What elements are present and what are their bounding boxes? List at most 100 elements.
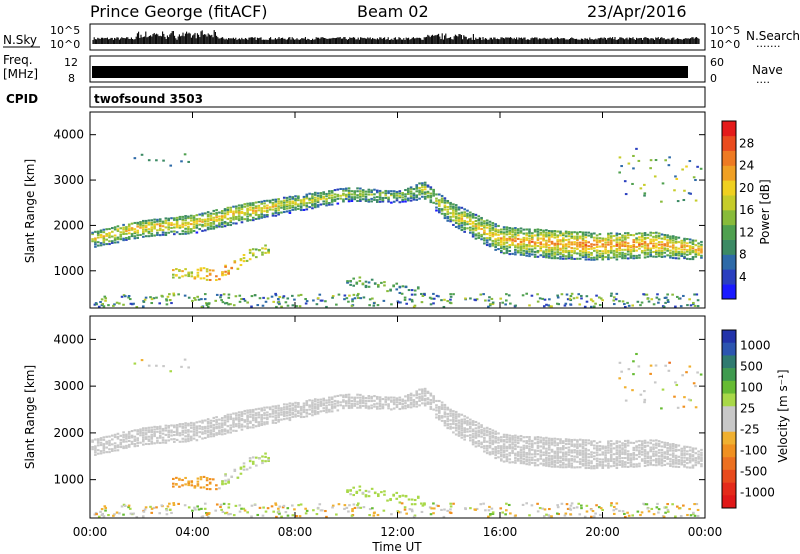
power-cell xyxy=(581,250,585,253)
power-cell xyxy=(251,252,255,255)
power-cell xyxy=(514,253,517,256)
power-cell xyxy=(638,241,641,244)
power-cell xyxy=(505,230,509,233)
power-cell xyxy=(480,233,483,236)
velocity-cell xyxy=(260,416,264,419)
power-cell xyxy=(638,256,641,259)
power-cell xyxy=(477,222,481,225)
power-cell xyxy=(406,192,410,195)
power-cell xyxy=(693,293,696,296)
power-cell xyxy=(122,226,125,229)
power-cell xyxy=(190,271,194,274)
power-cell xyxy=(550,257,554,260)
power-cell xyxy=(166,295,170,298)
velocity-cell xyxy=(285,405,289,409)
velocity-cell xyxy=(677,462,681,465)
power-cell xyxy=(304,302,308,305)
power-cell xyxy=(501,301,504,304)
velocity-cell xyxy=(274,410,278,413)
velocity-cell xyxy=(667,510,670,513)
power-cell xyxy=(178,276,181,279)
power-cell xyxy=(167,228,170,231)
power-cell xyxy=(652,244,655,247)
power-cell xyxy=(624,257,627,260)
velocity-cell xyxy=(612,462,616,465)
power-cell xyxy=(556,236,559,239)
power-cell xyxy=(683,189,686,192)
velocity-cell xyxy=(564,451,568,454)
velocity-cell xyxy=(614,507,618,511)
velocity-cell xyxy=(497,456,500,459)
velocity-cell xyxy=(384,396,388,399)
power-cell xyxy=(671,241,675,244)
power-cell xyxy=(559,252,562,255)
velocity-cell xyxy=(257,423,261,426)
velocity-cell xyxy=(666,457,669,461)
velocity-cell xyxy=(688,461,692,464)
freq-tick-bottom-left: 8 xyxy=(68,72,75,85)
velocity-cell xyxy=(398,398,402,402)
velocity-cell xyxy=(494,451,497,454)
power-cell xyxy=(342,198,345,201)
power-cell xyxy=(102,243,106,246)
velocity-cell xyxy=(116,435,120,438)
velocity-cell xyxy=(514,454,517,457)
velocity-cell xyxy=(361,404,365,407)
velocity-cell xyxy=(545,447,548,450)
power-cell xyxy=(522,240,526,243)
velocity-cell xyxy=(528,449,531,452)
power-cell xyxy=(342,200,345,203)
power-cell xyxy=(99,229,103,232)
power-cell xyxy=(528,250,531,253)
velocity-cell xyxy=(229,512,232,516)
power-cell xyxy=(592,305,596,308)
power-cell xyxy=(187,230,190,233)
velocity-cell xyxy=(214,509,218,512)
velocity-cell xyxy=(463,438,466,441)
velocity-cell xyxy=(656,502,659,505)
power-cell xyxy=(400,292,404,295)
velocity-cell xyxy=(291,413,295,416)
velocity-cell xyxy=(564,440,568,443)
power-cell xyxy=(291,202,295,205)
power-cell xyxy=(689,192,692,195)
power-cell xyxy=(564,255,568,258)
velocity-cell xyxy=(505,458,509,461)
power-cell xyxy=(404,198,407,201)
velocity-cell xyxy=(522,446,526,449)
power-cell xyxy=(361,193,365,196)
velocity-cell xyxy=(102,443,106,446)
power-cell xyxy=(192,218,196,221)
velocity-cell xyxy=(352,503,356,506)
power-cell xyxy=(539,246,543,249)
power-cell xyxy=(375,196,379,199)
power-cell xyxy=(267,248,270,251)
power-cell xyxy=(113,237,117,240)
velocity-cell xyxy=(415,400,419,404)
power-cell xyxy=(172,276,175,279)
velocity-cell xyxy=(471,436,475,439)
power-cell xyxy=(384,194,388,197)
velocity-cell xyxy=(533,442,537,445)
power-cell xyxy=(330,196,334,199)
power-cell xyxy=(530,294,534,297)
power-cell xyxy=(545,229,548,232)
velocity-cell xyxy=(635,454,638,457)
power-cell xyxy=(607,258,610,261)
freq-unit: [MHz] xyxy=(3,67,38,81)
power-cell xyxy=(322,191,326,194)
velocity-cell xyxy=(175,476,178,479)
power-cell xyxy=(187,227,190,231)
velocity-cell xyxy=(181,423,185,426)
velocity-cell xyxy=(615,466,619,470)
velocity-cell xyxy=(153,435,156,438)
power-cell xyxy=(144,230,148,233)
velocity-cell xyxy=(669,460,672,463)
power-cell xyxy=(452,223,455,226)
velocity-cell xyxy=(528,440,531,443)
power-cell xyxy=(559,248,562,251)
velocity-cell xyxy=(556,454,559,457)
velocity-cell xyxy=(562,462,565,465)
power-cell xyxy=(232,212,235,215)
velocity-cell xyxy=(454,417,458,420)
